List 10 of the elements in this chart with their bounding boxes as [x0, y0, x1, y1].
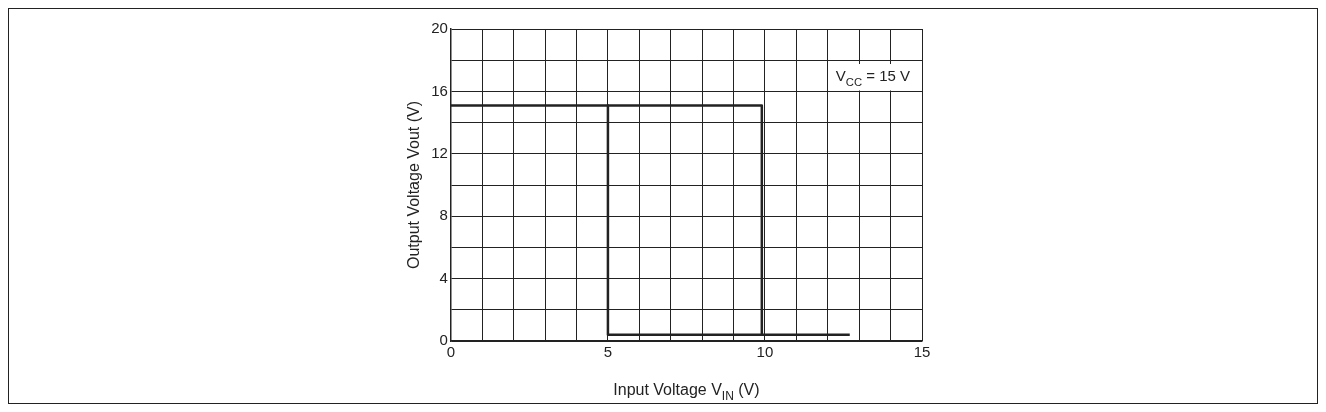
y-tick-label: 0 [439, 331, 448, 349]
x-tick-label: 15 [913, 343, 931, 361]
y-tick-label: 8 [439, 206, 448, 224]
y-tick-label: 4 [439, 268, 448, 286]
y-axis-title: Output Voltage Vout (V) [405, 100, 423, 270]
x-tick-label: 5 [603, 343, 613, 361]
y-tick-label: 12 [431, 143, 448, 161]
y-tick-label: 16 [431, 81, 448, 99]
y-tick-label: 20 [431, 19, 448, 37]
x-tick-label: 10 [756, 343, 774, 361]
